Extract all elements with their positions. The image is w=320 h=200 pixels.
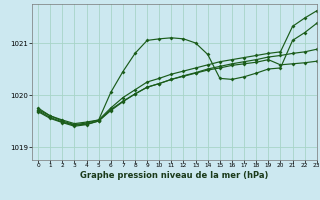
X-axis label: Graphe pression niveau de la mer (hPa): Graphe pression niveau de la mer (hPa) bbox=[80, 171, 268, 180]
